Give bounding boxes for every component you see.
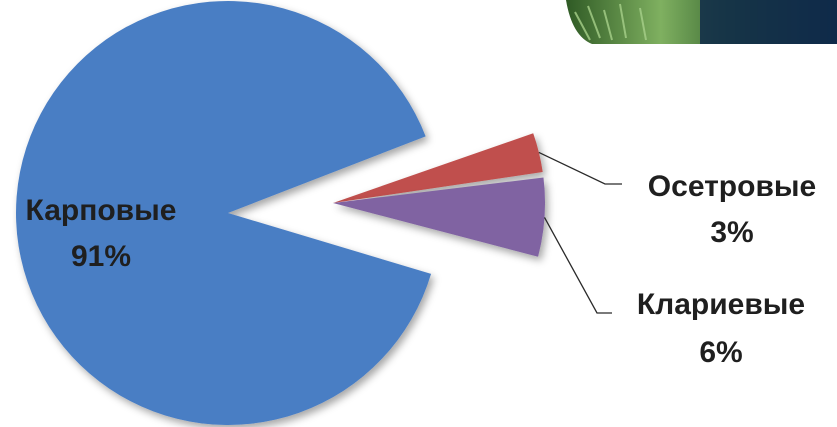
label-karpovye-name: Карповые xyxy=(26,194,177,227)
slice-labels: Карповые 91% Осетровые 3% Клариевые 6% xyxy=(26,170,817,369)
slice-karpovye xyxy=(16,0,432,426)
label-klarievye-name: Клариевые xyxy=(637,288,805,321)
pie-slices xyxy=(16,0,545,426)
leader-line-klarievye xyxy=(543,217,612,314)
label-klarievye-value: 6% xyxy=(699,336,742,369)
label-osetrovye-value: 3% xyxy=(710,216,753,249)
leader-line-osetrovye xyxy=(538,151,622,185)
header-photo-decoration xyxy=(566,0,837,44)
leader-lines xyxy=(538,151,622,314)
slice-klarievye xyxy=(333,177,545,257)
label-osetrovye-name: Осетровые xyxy=(648,170,816,203)
label-karpovye-value: 91% xyxy=(71,240,131,273)
slice-osetrovye xyxy=(333,133,543,203)
